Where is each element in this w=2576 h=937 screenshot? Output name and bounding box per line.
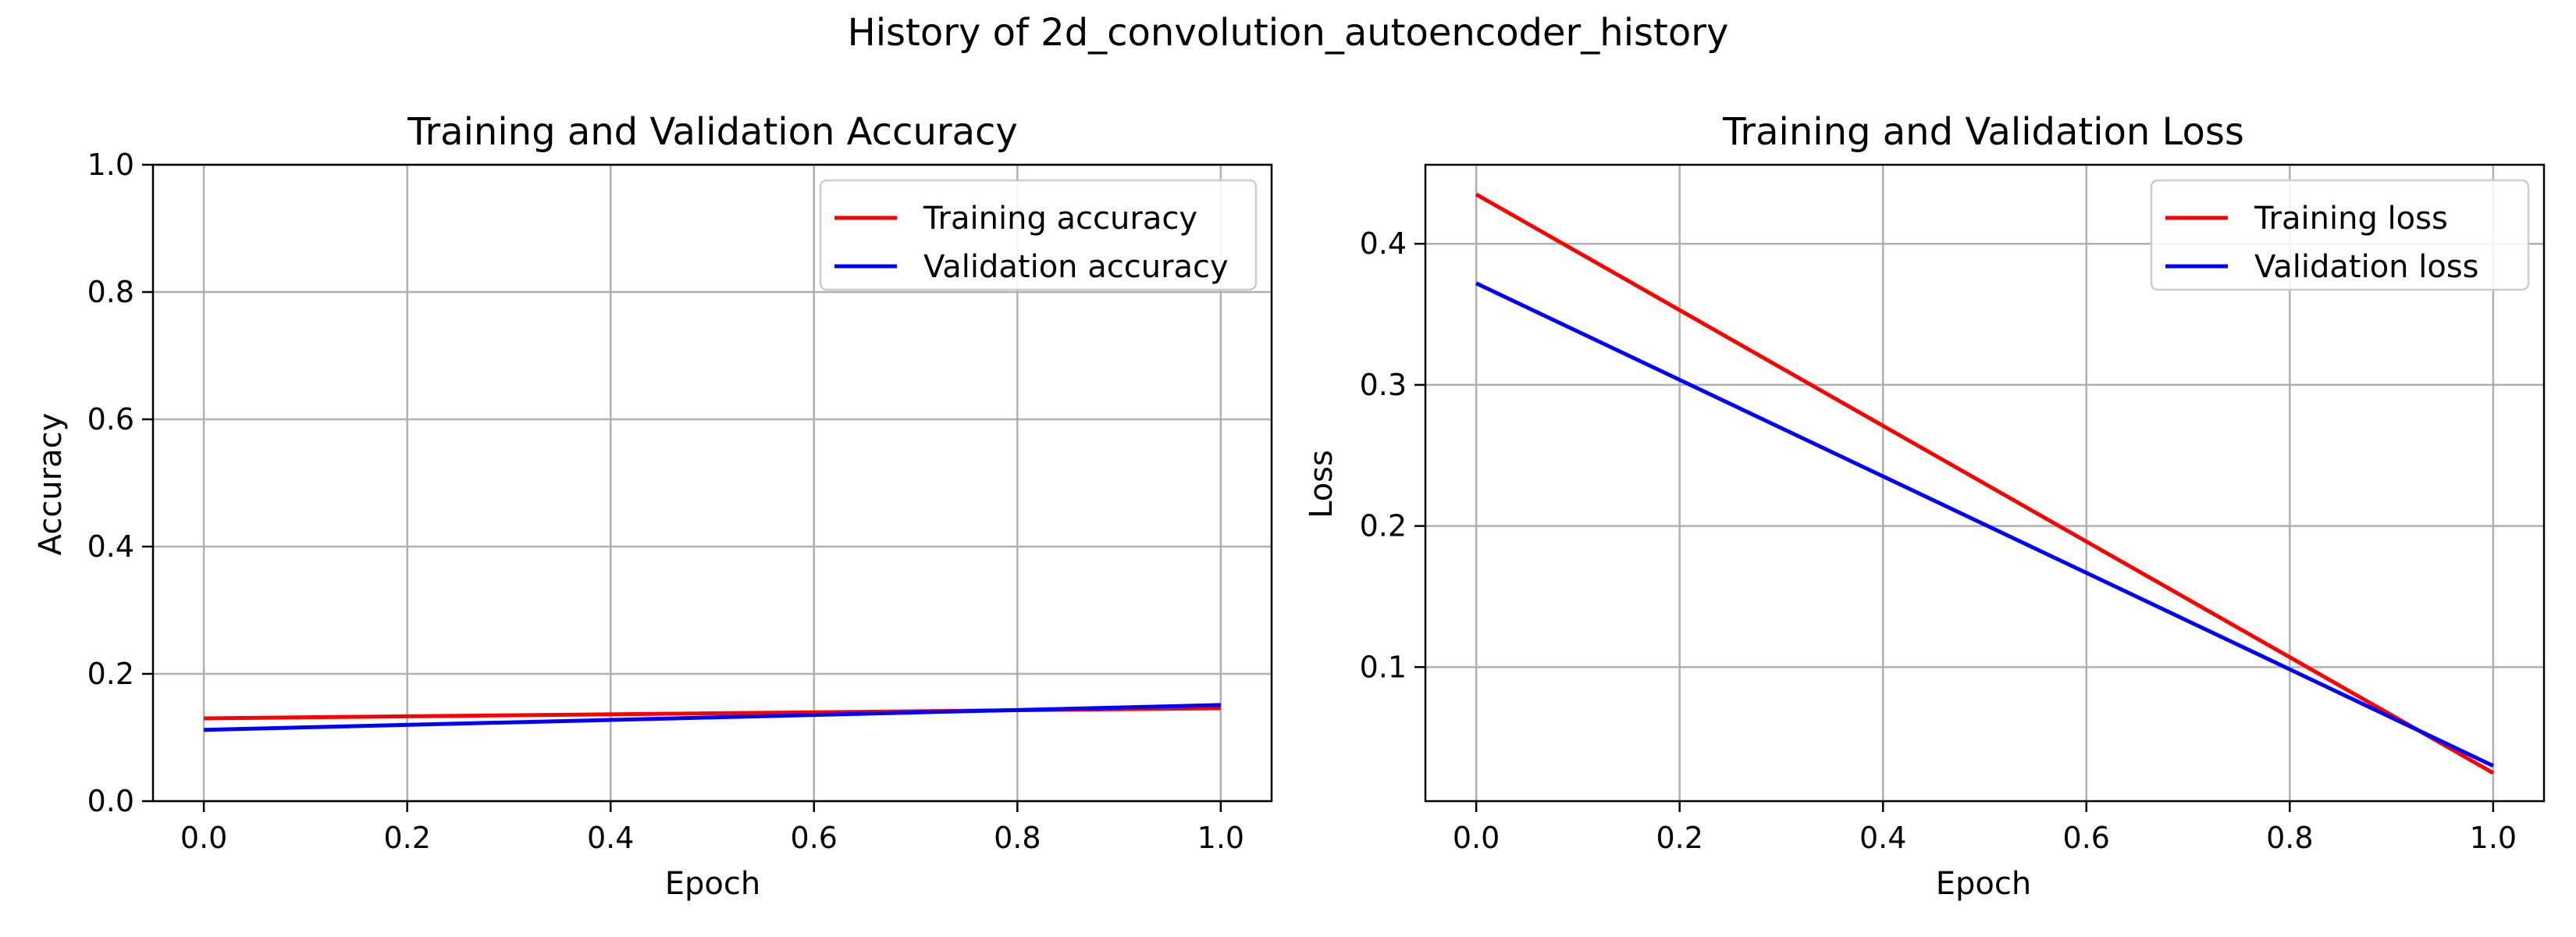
accuracy-x-tick-label: 0.8 <box>994 821 1041 855</box>
loss-chart: Training and Validation Loss Epoch Loss … <box>1304 110 2546 902</box>
loss-chart-title: Training and Validation Loss <box>1722 110 2244 154</box>
training-accuracy-legend-label: Training accuracy <box>923 201 1197 237</box>
accuracy-series <box>204 703 1221 732</box>
accuracy-x-tick-label: 1.0 <box>1197 821 1244 855</box>
loss-x-axis-label: Epoch <box>1936 866 2031 902</box>
accuracy-y-tick-label: 1.0 <box>87 148 134 182</box>
validation-accuracy-line <box>204 703 1221 732</box>
accuracy-y-tick-label: 0.0 <box>87 784 134 818</box>
loss-x-tick-label: 0.4 <box>1859 821 1906 855</box>
accuracy-x-axis-label: Epoch <box>665 866 760 902</box>
accuracy-y-tick-label: 0.2 <box>87 657 134 691</box>
loss-x-tick-label: 0.0 <box>1453 821 1500 855</box>
figure-suptitle: History of 2d_convolution_autoencoder_hi… <box>848 11 1729 55</box>
accuracy-legend-box <box>819 179 1258 291</box>
accuracy-y-tick-label: 0.4 <box>87 529 134 564</box>
accuracy-x-tick-label: 0.0 <box>180 821 227 855</box>
loss-x-tick-label: 0.2 <box>1656 821 1703 855</box>
loss-legend-box <box>2150 179 2530 291</box>
accuracy-plot-frame <box>151 163 1273 803</box>
accuracy-x-tick-label: 0.2 <box>383 821 430 855</box>
loss-plot-frame <box>1424 163 2546 803</box>
accuracy-chart: Training and Validation Accuracy Epoch A… <box>33 110 1273 902</box>
accuracy-x-tick-label: 0.4 <box>587 821 634 855</box>
accuracy-ticks: 0.0 0.2 0.4 0.6 0.8 1.0 0.0 0.2 0.4 0.6 0.8 1.0 <box>87 148 1245 855</box>
accuracy-y-axis-label: Accuracy <box>33 413 69 556</box>
loss-y-tick-label: 0.1 <box>1360 650 1407 684</box>
loss-x-tick-label: 0.6 <box>2063 821 2110 855</box>
validation-accuracy-legend-label: Validation accuracy <box>923 249 1229 285</box>
loss-x-tick-label: 0.8 <box>2266 821 2313 855</box>
loss-series <box>1475 192 2495 775</box>
loss-legend: Training loss Validation loss <box>2150 179 2530 291</box>
accuracy-y-tick-label: 0.6 <box>87 402 134 436</box>
validation-loss-line <box>1475 281 2494 768</box>
accuracy-chart-title: Training and Validation Accuracy <box>407 110 1018 154</box>
training-loss-line <box>1475 192 2495 775</box>
loss-y-tick-label: 0.4 <box>1360 226 1407 261</box>
validation-loss-legend-label: Validation loss <box>2254 249 2479 285</box>
loss-y-tick-label: 0.2 <box>1360 509 1407 543</box>
loss-y-axis-label: Loss <box>1304 450 1340 518</box>
accuracy-legend: Training accuracy Validation accuracy <box>819 179 1258 291</box>
loss-x-tick-label: 1.0 <box>2470 821 2517 855</box>
accuracy-y-tick-label: 0.8 <box>87 275 134 309</box>
loss-y-tick-label: 0.3 <box>1360 368 1407 402</box>
accuracy-x-tick-label: 0.6 <box>791 821 838 855</box>
loss-ticks: 0.0 0.2 0.4 0.6 0.8 1.0 0.1 0.2 0.3 0.4 <box>1360 226 2517 855</box>
training-loss-legend-label: Training loss <box>2254 201 2448 237</box>
